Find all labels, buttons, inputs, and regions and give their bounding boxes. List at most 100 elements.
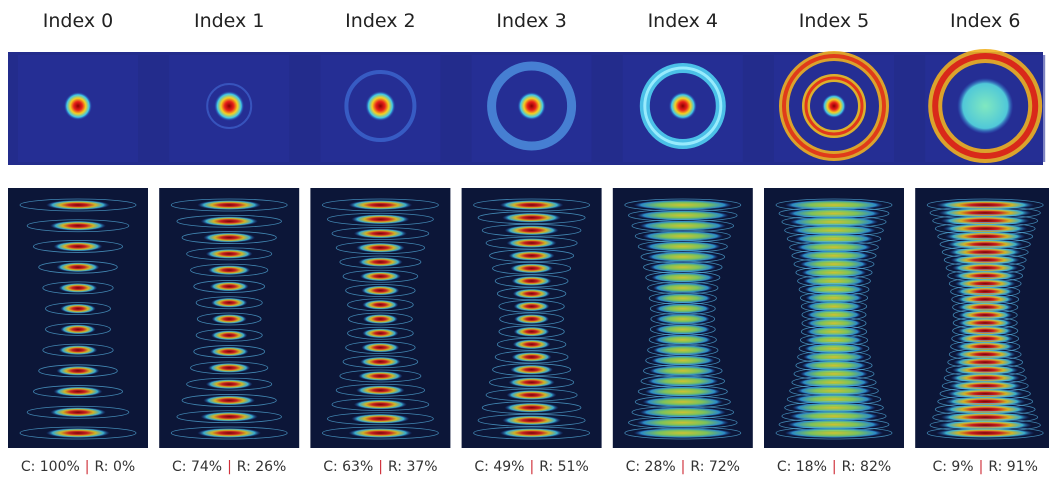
beam-slice <box>642 231 724 242</box>
beam-slice <box>655 303 711 314</box>
caption-c: C: 74% <box>172 459 223 475</box>
beam-envelope <box>926 426 1044 440</box>
beam-envelope <box>176 410 282 424</box>
beam-slice <box>197 428 262 438</box>
caption-c: C: 63% <box>323 459 374 475</box>
beam-envelope <box>477 413 586 427</box>
beam-envelope <box>196 312 262 326</box>
beam-slice <box>207 265 251 276</box>
beam-envelope <box>19 426 137 440</box>
beam-slice <box>203 395 256 406</box>
beam-slice <box>50 220 106 231</box>
beam-envelope <box>481 223 582 237</box>
beam-envelope <box>38 364 118 378</box>
beam-envelope <box>170 426 288 440</box>
caption-separator: | <box>978 459 984 475</box>
beam-slice <box>805 292 863 303</box>
profile-core <box>64 92 92 120</box>
beam-envelope <box>473 426 590 440</box>
beam-slice <box>506 238 557 248</box>
beam-slice <box>652 345 713 356</box>
column-title: Index 0 <box>42 10 114 32</box>
beam-slice <box>649 365 717 376</box>
beam-slice <box>806 301 862 312</box>
beam-slice <box>806 326 862 337</box>
caption-separator: | <box>831 459 837 475</box>
beam-slice <box>511 352 552 362</box>
beam-envelope <box>345 284 416 297</box>
caption: C: 9% | R: 91% <box>910 459 1049 475</box>
caption-c: C: 9% <box>932 459 974 475</box>
beam-slice <box>511 276 552 286</box>
column-title: Index 5 <box>798 10 870 32</box>
beam-slice <box>361 285 400 296</box>
beam-envelope <box>345 341 416 354</box>
beam-envelope <box>489 249 575 263</box>
beam-envelope <box>190 361 269 375</box>
beam-slice <box>792 402 876 413</box>
beam-envelope <box>775 426 893 440</box>
profile-core <box>822 94 846 118</box>
beam-envelope <box>176 214 282 228</box>
beam-slice <box>647 376 719 387</box>
beam-envelope <box>348 312 413 326</box>
beam-envelope <box>45 322 111 336</box>
beam-slice <box>351 413 410 424</box>
beam-slice <box>796 385 872 396</box>
beam-envelope <box>33 385 123 398</box>
caption-separator: | <box>529 459 535 475</box>
beam-envelope <box>170 198 288 212</box>
beam-envelope <box>347 326 414 340</box>
beam-slice <box>362 328 399 339</box>
beam-envelope <box>339 369 422 383</box>
caption-r: R: 51% <box>539 459 589 475</box>
beam-envelope <box>499 312 564 326</box>
beam-slice <box>358 371 403 381</box>
beam-slice <box>205 248 253 259</box>
profile-ring <box>206 83 253 129</box>
beam-envelope <box>331 398 430 411</box>
beam-slice <box>787 419 881 430</box>
beam-slice <box>651 355 715 366</box>
beam-slice <box>46 200 110 210</box>
beam-slice <box>651 272 715 283</box>
beam-envelope <box>186 247 273 261</box>
caption-separator: | <box>680 459 686 475</box>
caption-r: R: 26% <box>236 459 287 475</box>
caption: C: 18% | R: 82% <box>759 459 909 475</box>
beam-slice <box>639 407 727 418</box>
caption-c: C: 28% <box>625 459 676 475</box>
beam-slice <box>53 386 103 397</box>
beam-slice <box>649 262 717 273</box>
beam-slice <box>636 417 729 428</box>
beam-slice <box>784 428 884 438</box>
beam-slice <box>644 241 721 252</box>
beam-envelope <box>498 325 565 339</box>
beam-slice <box>801 267 867 278</box>
beam-slice <box>508 250 555 261</box>
beam-slice <box>506 390 557 400</box>
beam-slice <box>60 303 96 314</box>
beam-slice <box>512 288 551 299</box>
beam-slice <box>513 326 550 337</box>
beam-slice <box>789 216 879 227</box>
beam-slice <box>655 314 710 324</box>
beam-envelope <box>195 328 263 342</box>
caption-c: C: 100% <box>20 459 80 475</box>
beam-envelope <box>342 269 419 283</box>
beam-envelope <box>342 355 419 369</box>
beam-slice <box>504 225 559 236</box>
beam-envelope <box>19 198 137 212</box>
caption: C: 100% | R: 0% <box>3 459 153 475</box>
beam-slice <box>504 402 559 413</box>
beam-envelope <box>186 377 273 391</box>
beam-envelope <box>339 255 422 269</box>
beam-envelope <box>489 375 575 389</box>
beam-slice <box>652 282 713 293</box>
beam-slice <box>358 257 403 267</box>
beam-slice <box>789 411 879 422</box>
beam-slice <box>801 360 867 371</box>
column-title: Index 6 <box>949 10 1021 32</box>
profile-core <box>957 78 1014 134</box>
beam-slice <box>351 214 410 225</box>
